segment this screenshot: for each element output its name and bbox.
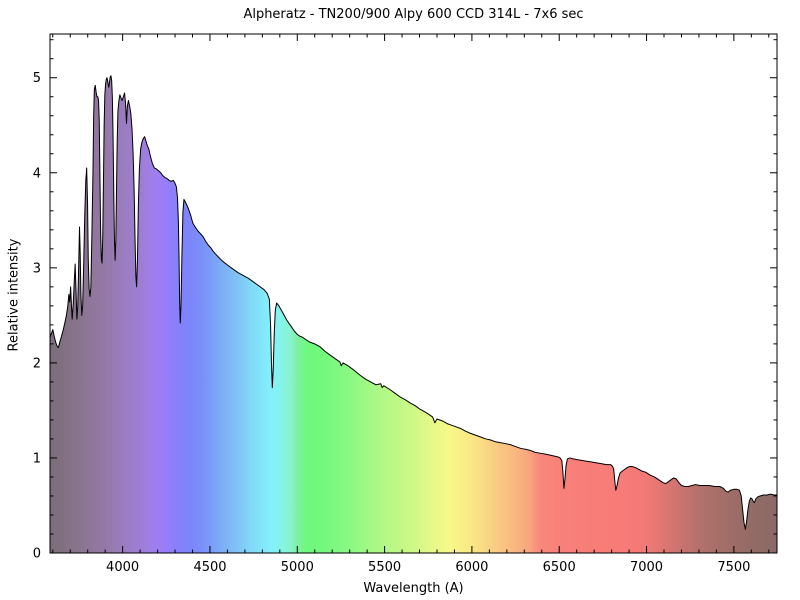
y-axis-label: Relative intensity xyxy=(6,238,22,352)
y-tick-labels: 0 1 2 3 4 5 xyxy=(33,71,41,561)
y-tick-label: 3 xyxy=(33,261,41,276)
x-tick-label: 4000 xyxy=(106,560,139,575)
y-tick-label: 2 xyxy=(33,356,41,371)
y-tick-label: 1 xyxy=(33,451,41,466)
x-tick-label: 6500 xyxy=(543,560,576,575)
x-tick-label: 5000 xyxy=(281,560,314,575)
x-tick-label: 7000 xyxy=(630,560,663,575)
y-tick-label: 4 xyxy=(33,166,41,181)
x-tick-label: 6000 xyxy=(455,560,488,575)
x-axis-label: Wavelength (A) xyxy=(363,581,464,596)
plot-frame xyxy=(49,33,778,554)
y-tick-label: 0 xyxy=(33,547,41,562)
chart-title: Alpheratz - TN200/900 Alpy 600 CCD 314L … xyxy=(243,7,584,22)
y-tick-label: 5 xyxy=(33,71,41,86)
x-ticks xyxy=(52,34,770,553)
spectrum-area xyxy=(50,75,777,553)
spectrum-line xyxy=(49,75,777,530)
x-tick-labels: 4000 4500 5000 5500 6000 6500 7000 7500 xyxy=(106,560,750,575)
x-tick-label: 7500 xyxy=(717,560,750,575)
x-tick-label: 5500 xyxy=(368,560,401,575)
x-tick-label: 4500 xyxy=(193,560,226,575)
y-ticks xyxy=(50,39,777,554)
